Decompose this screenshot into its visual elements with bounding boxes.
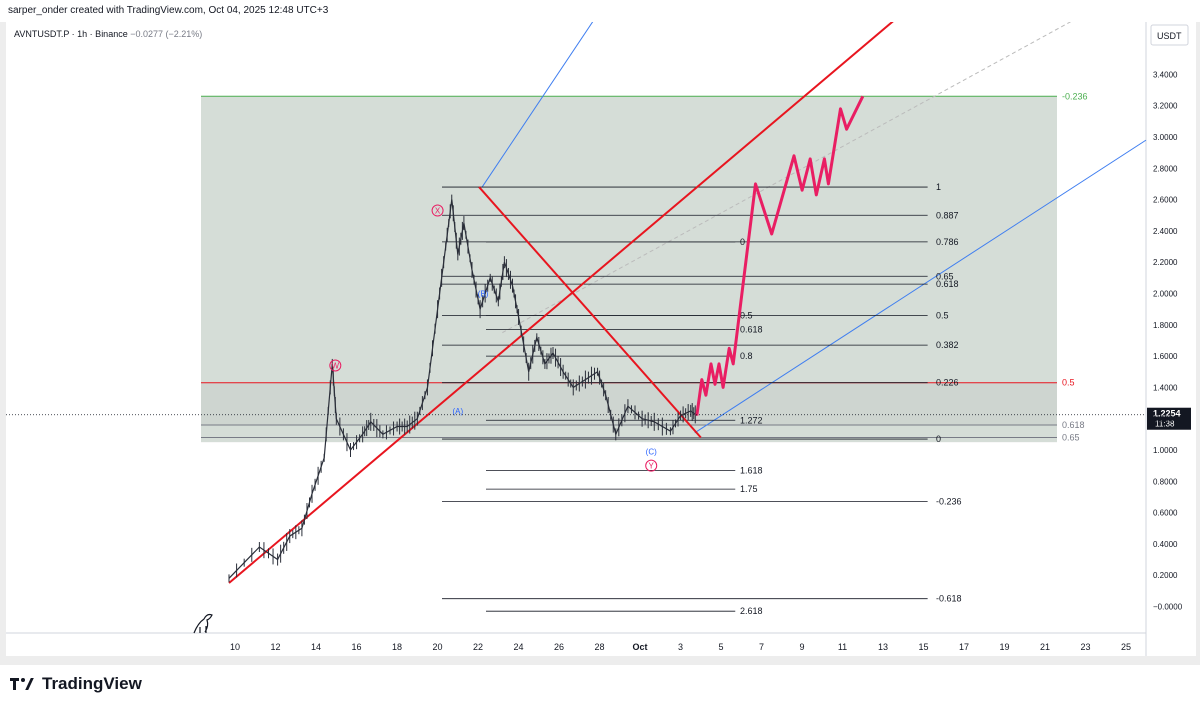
fib-extension-label: 2.618	[740, 606, 763, 616]
wave-label-circle	[329, 359, 342, 372]
y-axis-tick-label: 3.2000	[1153, 102, 1178, 111]
wave-label-circle	[645, 459, 658, 472]
wave-label: Y	[649, 462, 655, 471]
x-axis-tick-label: 10	[230, 642, 240, 652]
fib-level-label: 0.786	[936, 237, 959, 247]
x-axis-tick-label: Oct	[632, 642, 647, 652]
y-axis-tick-label: 1.8000	[1153, 321, 1178, 330]
y-axis-tick-label: 2.8000	[1153, 164, 1178, 173]
x-axis-tick-label: 13	[878, 642, 888, 652]
tradingview-mark-icon	[10, 676, 36, 692]
y-axis-tick-label: 0.4000	[1153, 540, 1178, 549]
price-scale-panel	[1146, 22, 1196, 656]
y-axis-tick-label: 3.0000	[1153, 133, 1178, 142]
fib-level-label: -0.618	[936, 594, 962, 604]
fib-level-label: 0.382	[936, 340, 959, 350]
fib-extension-label: 1.272	[740, 415, 763, 425]
x-axis-tick-label: 23	[1080, 642, 1090, 652]
fib-extension-label: 0.5	[740, 310, 753, 320]
red-trendline-down	[478, 186, 702, 439]
red-trendline-up	[228, 22, 894, 584]
fib-level-label: 0.618	[936, 279, 959, 289]
y-axis-tick-label: 1.6000	[1153, 352, 1178, 361]
x-axis-tick-label: 25	[1121, 642, 1131, 652]
fib-zone-lower-band	[201, 382, 1057, 425]
wave-label: (B)	[478, 290, 489, 299]
fib-level-label: 0.5	[936, 310, 949, 320]
y-axis-tick-label: −0.0000	[1153, 603, 1183, 612]
wave-label-circle	[431, 204, 444, 217]
fib-zone-level-label: 0.5	[1062, 378, 1075, 388]
chart-frame: -0.236 0.5 0.618 0.65 1 0.887 0.786 0.65 0.618 0.…	[6, 22, 1196, 656]
fib-level-label: 0	[936, 434, 941, 444]
y-axis-tick-label: 2.2000	[1153, 258, 1178, 267]
y-axis-tick-label: 2.4000	[1153, 227, 1178, 236]
fib-level-label: 1	[936, 182, 941, 192]
wave-label: (A)	[452, 407, 463, 416]
currency-label: USDT	[1157, 31, 1182, 41]
fib-extension-label: 0	[740, 237, 745, 247]
x-axis-tick-label: 12	[270, 642, 280, 652]
x-axis-tick-label: 26	[554, 642, 564, 652]
wave-label: W	[332, 361, 340, 370]
fib-level-label: 0.226	[936, 378, 959, 388]
x-axis-tick-label: 24	[513, 642, 523, 652]
x-axis-tick-label: 22	[473, 642, 483, 652]
fib-extension-label: 0.618	[740, 324, 763, 334]
tradingview-logo[interactable]: TradingView	[10, 674, 142, 694]
fib-level-label: 0.887	[936, 210, 959, 220]
brand-label: TradingView	[42, 674, 142, 693]
channel-lower-line	[694, 139, 1147, 434]
y-axis-tick-label: 2.6000	[1153, 196, 1178, 205]
x-axis-tick-label: 18	[392, 642, 402, 652]
x-axis-tick-label: 20	[432, 642, 442, 652]
fib-zone-level-label: 0.65	[1062, 432, 1080, 442]
last-price-tag	[1147, 407, 1191, 430]
x-axis-tick-label: 19	[999, 642, 1009, 652]
y-axis-tick-label: 0.6000	[1153, 509, 1178, 518]
y-axis-tick-label: 1.2000	[1153, 415, 1178, 424]
fib-zone-level-label: -0.236	[1062, 91, 1088, 101]
fib-extension-label: 1.75	[740, 484, 758, 494]
x-axis-tick-label: 7	[759, 642, 764, 652]
wave-label: (C)	[646, 448, 657, 457]
y-axis-tick-label: 2.0000	[1153, 290, 1178, 299]
y-axis-tick-label: 1.0000	[1153, 446, 1178, 455]
chart-caption: sarper_onder created with TradingView.co…	[0, 0, 1200, 22]
fib-zone-level-label: 0.618	[1062, 420, 1085, 430]
currency-badge	[1150, 24, 1189, 46]
tradingview-dino-icon	[193, 613, 213, 634]
last-price-value: 1.2254	[1153, 409, 1181, 419]
x-axis-tick-label: 15	[918, 642, 928, 652]
x-axis-tick-label: 16	[351, 642, 361, 652]
wave-label: X	[435, 207, 441, 216]
x-axis-tick-label: 11	[838, 642, 847, 652]
y-axis-tick-label: 0.2000	[1153, 571, 1178, 580]
last-price-countdown: 11:38	[1155, 420, 1175, 429]
y-axis-tick-label: 3.4000	[1153, 70, 1178, 79]
x-axis-tick-label: 5	[718, 642, 723, 652]
channel-upper-line	[481, 22, 594, 188]
fib-level-label: -0.236	[936, 497, 962, 507]
channel-median-line	[502, 22, 1072, 334]
x-axis-tick-label: 3	[678, 642, 683, 652]
x-axis-tick-label: 21	[1040, 642, 1050, 652]
x-axis-tick-label: 9	[799, 642, 804, 652]
fib-level-label: 0.65	[936, 271, 954, 281]
y-axis-tick-label: 0.8000	[1153, 477, 1178, 486]
symbol-legend: AVNTUSDT.P · 1h · Binance −0.0277 (−2.21…	[14, 29, 202, 39]
fib-extension-label: 1.618	[740, 465, 763, 475]
footer	[0, 665, 1200, 707]
fib-extension-label: 0.8	[740, 351, 753, 361]
x-axis-tick-label: 17	[959, 642, 969, 652]
chart-canvas[interactable]: -0.2360.50.6180.6510.8870.7860.650.6180.…	[6, 22, 1196, 656]
y-axis-tick-label: 1.4000	[1153, 383, 1178, 392]
x-axis-tick-label: 28	[594, 642, 604, 652]
x-axis-tick-label: 14	[311, 642, 321, 652]
projection-path	[695, 95, 865, 416]
